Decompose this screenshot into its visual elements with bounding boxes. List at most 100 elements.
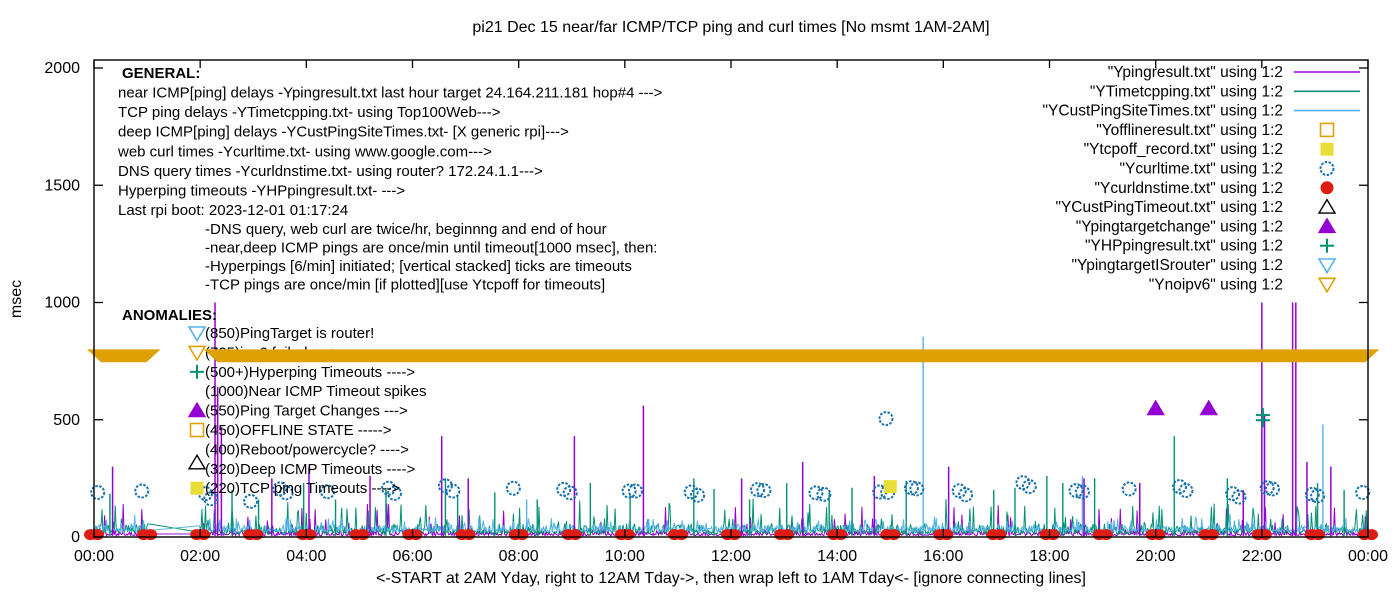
curl-time-point: [1178, 483, 1194, 499]
x-tick-label: 00:00: [1348, 548, 1388, 565]
dns-time-point: [144, 529, 158, 541]
legend-label: "Ynoipv6" using 1:2: [1149, 276, 1283, 293]
curl-time-point: [1259, 480, 1275, 496]
curl-time-point: [278, 485, 294, 501]
dns-time-point: [303, 529, 317, 541]
dns-time-point: [728, 529, 741, 541]
curl-time-point: [1264, 481, 1280, 497]
curl-time-point: [1015, 475, 1031, 491]
legend-sample-tri-down-open: [1317, 277, 1337, 294]
curl-time-point: [562, 485, 578, 501]
curl-time-point: [197, 486, 213, 502]
dns-time-point: [1152, 529, 1166, 541]
dns-time-point: [1099, 529, 1113, 541]
legend-label: "Ycurldnstime.txt" using 1:2: [1095, 180, 1283, 197]
series-YCustPingSiteTimes: [94, 513, 1368, 534]
legend-label: "Ypingresult.txt" using 1:2: [1108, 64, 1283, 81]
curl-time-point: [621, 483, 637, 499]
legend-label: "YCustPingTimeout.txt" using 1:2: [1055, 199, 1283, 216]
dns-time-point: [462, 529, 476, 541]
general-indent-line: -TCP pings are once/min [if plotted][use…: [205, 277, 605, 294]
x-tick-label: 04:00: [286, 548, 326, 565]
legend-sample-square-filled: [1320, 142, 1334, 156]
y-tick-label: 1500: [44, 177, 80, 194]
curl-time-point: [134, 483, 150, 499]
x-tick-label: 20:00: [1136, 548, 1176, 565]
curl-time-point: [1068, 483, 1084, 499]
legend-label: "Yofflineresult.txt" using 1:2: [1096, 122, 1283, 139]
dns-time-point: [1311, 529, 1325, 541]
general-heading: GENERAL:: [122, 65, 200, 82]
anomaly-line: (1000)Near ICMP Timeout spikes: [205, 383, 426, 400]
x-tick-label: 02:00: [180, 548, 220, 565]
curl-time-point: [1310, 488, 1326, 504]
dns-time-point: [621, 529, 635, 541]
anomaly-line: (550)Ping Target Changes --->: [205, 403, 408, 420]
legend-sample-tri-down-open: [1317, 258, 1337, 275]
dns-time-point: [993, 529, 1007, 541]
x-tick-label: 12:00: [711, 548, 751, 565]
curl-time-point: [1074, 484, 1090, 500]
curl-time-point: [320, 484, 336, 500]
dns-time-point: [250, 529, 264, 541]
legend-label: "Ypingtargetchange" using 1:2: [1076, 218, 1283, 235]
anomaly-line: (400)Reboot/powercycle? ---->: [205, 441, 409, 458]
curl-time-point: [203, 491, 219, 507]
dns-time-point: [1365, 529, 1378, 541]
curl-time-point: [683, 484, 699, 500]
legend-sample-circle-filled: [1320, 181, 1334, 195]
anomaly-line: (450)OFFLINE STATE ----->: [205, 422, 392, 439]
anomaly-line: (220)TCP ping Timeouts ---->: [205, 480, 400, 497]
legend-sample-square-open: [1319, 122, 1335, 138]
general-indent-line: -Hyperpings [6/min] initiated; [vertical…: [205, 258, 632, 275]
dns-time-point: [515, 529, 529, 541]
curl-time-point: [243, 493, 259, 509]
noipv6-band-segment: [87, 349, 161, 363]
legend-sample-tri-up-open: [1317, 198, 1337, 214]
curl-time-point: [909, 481, 925, 497]
dns-time-point: [197, 529, 211, 541]
anomaly-marker-tri-up-open: [187, 453, 207, 470]
x-tick-label: 10:00: [605, 548, 645, 565]
anomaly-marker-tri-up-filled: [187, 401, 207, 418]
tcp-timeout-point: [883, 480, 897, 494]
curl-time-point: [1355, 484, 1371, 500]
legend-sample-tri-up-filled: [1317, 217, 1337, 234]
curl-time-point: [627, 483, 643, 499]
curl-time-point: [1021, 479, 1037, 495]
anomaly-marker-square-open: [189, 422, 205, 438]
general-line: Hyperping timeouts -YHPpingresult.txt- -…: [118, 183, 405, 200]
y-tick-label: 1000: [44, 295, 80, 312]
general-line: near ICMP[ping] delays -Ypingresult.txt …: [118, 85, 663, 102]
general-line: Last rpi boot: 2023-12-01 01:17:24: [118, 202, 348, 219]
curl-time-point: [437, 478, 453, 494]
dns-time-point: [1205, 529, 1219, 541]
general-line: TCP ping delays -YTimetcpping.txt- using…: [118, 104, 501, 121]
x-tick-label: 18:00: [1029, 548, 1069, 565]
noipv6-band-segment: [203, 349, 1380, 363]
curl-time-point: [1231, 489, 1247, 505]
curl-time-point: [750, 482, 766, 498]
anomaly-marker-tri-down-open: [187, 345, 207, 362]
curl-time-point: [1121, 481, 1137, 497]
general-line: DNS query times -Ycurldnstime.txt- using…: [118, 163, 543, 180]
curl-time-point: [951, 483, 967, 499]
general-indent-line: -DNS query, web curl are twice/hr, begin…: [205, 221, 607, 238]
curl-time-point: [756, 483, 772, 499]
x-tick-label: 00:00: [74, 548, 114, 565]
curl-time-point: [505, 480, 521, 496]
y-tick-label: 500: [53, 412, 80, 429]
curl-time-point: [445, 483, 461, 499]
curl-time-point: [1225, 486, 1241, 502]
dns-time-point: [1258, 529, 1272, 541]
anomaly-line: (850)PingTarget is router!: [205, 325, 374, 342]
legend-label: "Ytcpoff_record.txt" using 1:2: [1084, 141, 1283, 158]
anomaly-marker-tri-down-open: [187, 326, 207, 343]
curl-time-point: [556, 481, 572, 497]
curl-time-point: [1304, 486, 1320, 502]
anomaly-line: (320)Deep ICMP Timeouts ---->: [205, 461, 415, 478]
curl-time-point: [958, 487, 974, 503]
x-tick-label: 22:00: [1242, 548, 1282, 565]
